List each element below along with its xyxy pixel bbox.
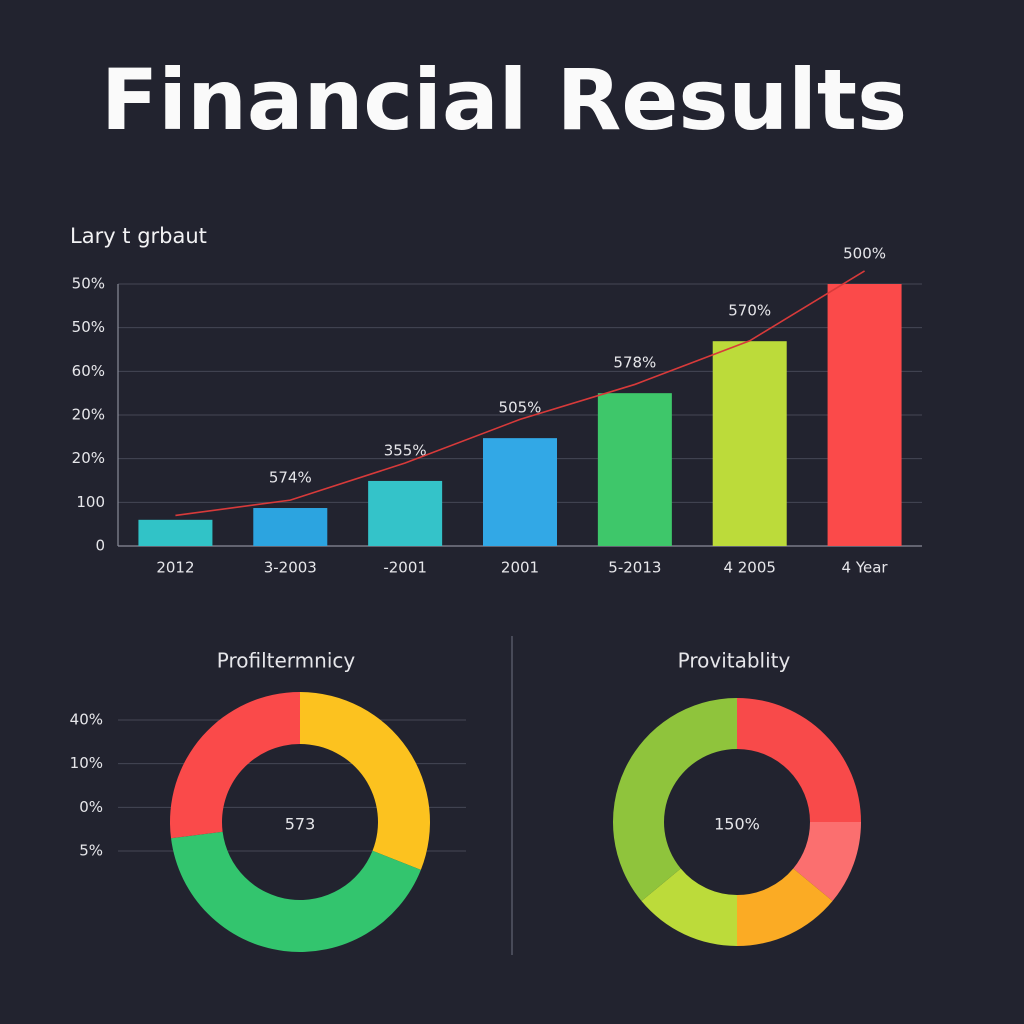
trend-line xyxy=(175,270,865,517)
y-tick-label: 40% xyxy=(70,711,103,729)
x-tick-label: 3-2003 xyxy=(264,559,317,577)
x-tick-label: -2001 xyxy=(383,559,427,577)
donut-slice xyxy=(737,868,833,946)
y-tick-label: 0 xyxy=(95,537,105,555)
center-label: 150% xyxy=(714,815,760,834)
x-tick-label: 4 2005 xyxy=(723,559,776,577)
x-tick-label: 4 Year xyxy=(842,559,889,577)
value-annotation: 570% xyxy=(728,302,771,320)
x-tick-label: 2001 xyxy=(501,559,539,577)
y-tick-label: 5% xyxy=(79,842,103,860)
bar xyxy=(253,508,328,546)
y-tick-label: 60% xyxy=(72,362,105,380)
value-annotation: 355% xyxy=(384,441,427,459)
y-tick-label: 20% xyxy=(72,406,105,424)
donut-slice xyxy=(613,698,737,902)
donut-slice xyxy=(169,692,300,839)
donut-slice xyxy=(300,692,430,870)
bar xyxy=(827,284,902,546)
y-tick-label: 50% xyxy=(72,318,105,336)
page-title: Financial Results xyxy=(101,51,907,149)
chart-title: Provitablity xyxy=(678,649,791,673)
value-annotation: 574% xyxy=(269,469,312,487)
bar xyxy=(597,393,672,546)
chart-subtitle: Lary t grbaut xyxy=(70,224,207,248)
chart-title: Profiltermnicy xyxy=(217,649,356,673)
y-tick-label: 100 xyxy=(76,493,105,511)
x-tick-label: 5-2013 xyxy=(608,559,661,577)
donut-slice xyxy=(641,868,737,946)
x-tick-label: 2012 xyxy=(156,559,194,577)
y-tick-label: 20% xyxy=(72,449,105,467)
y-tick-label: 0% xyxy=(79,798,103,816)
donut-slice xyxy=(737,698,861,822)
value-annotation: 578% xyxy=(613,354,656,372)
y-tick-label: 10% xyxy=(70,754,103,772)
bar xyxy=(138,519,213,546)
donut-slice xyxy=(171,831,421,952)
value-annotation: 505% xyxy=(499,399,542,417)
donut-slice xyxy=(793,822,861,902)
center-label: 573 xyxy=(285,815,316,834)
bar xyxy=(368,480,443,546)
bar xyxy=(712,341,787,546)
bar xyxy=(483,438,557,546)
y-tick-label: 50% xyxy=(72,275,105,293)
value-annotation: 500% xyxy=(843,245,886,263)
